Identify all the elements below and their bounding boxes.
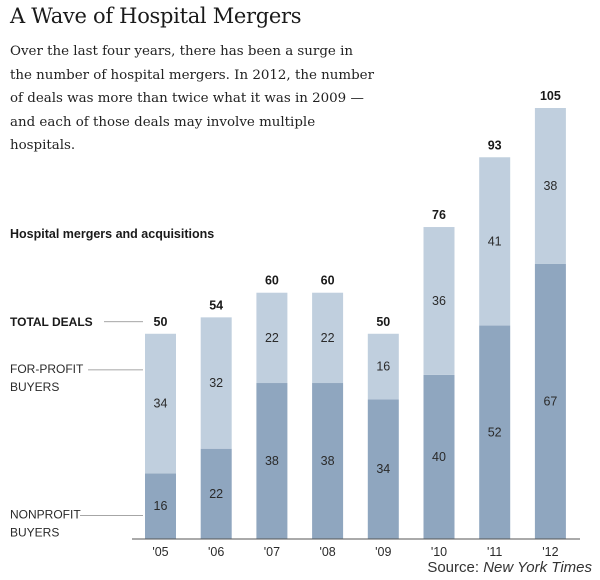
x-tick-label: '08 xyxy=(319,545,335,559)
total-value-label: 60 xyxy=(265,274,279,288)
nonprofit-value-label: 38 xyxy=(265,454,279,468)
bar-forprofit xyxy=(145,333,176,474)
total-value-label: 76 xyxy=(432,208,446,222)
forprofit-value-label: 22 xyxy=(265,331,279,345)
total-value-label: 105 xyxy=(540,89,561,103)
chart-subtitle: Hospital mergers and acquisitions xyxy=(10,227,214,241)
intro-text: Over the last four years, there has been… xyxy=(10,44,374,153)
x-tick-label: '06 xyxy=(208,545,224,559)
bar-nonprofit xyxy=(423,374,455,539)
total-value-label: 50 xyxy=(376,315,390,329)
bar-forprofit xyxy=(367,333,399,400)
nonprofit-value-label: 22 xyxy=(209,487,223,501)
bar-forprofit xyxy=(479,157,511,326)
bar-nonprofit xyxy=(479,325,511,539)
legend-nonprofit-buyers: NONPROFIT xyxy=(10,508,81,522)
bar-forprofit xyxy=(312,292,344,384)
forprofit-value-label: 36 xyxy=(432,294,446,308)
bar-forprofit xyxy=(423,227,455,375)
nonprofit-value-label: 67 xyxy=(543,394,557,408)
x-tick-label: '05 xyxy=(152,545,168,559)
legend-total-deals: TOTAL DEALS xyxy=(10,315,93,329)
nonprofit-value-label: 52 xyxy=(488,425,502,439)
bar-nonprofit xyxy=(256,383,288,539)
forprofit-value-label: 22 xyxy=(321,331,335,345)
bar-forprofit xyxy=(256,292,288,384)
nonprofit-value-label: 40 xyxy=(432,450,446,464)
legend-forprofit-buyers: BUYERS xyxy=(10,380,59,394)
x-tick-label: '12 xyxy=(542,545,558,559)
bar-nonprofit xyxy=(367,399,399,539)
bar-nonprofit xyxy=(200,448,232,539)
total-value-label: 60 xyxy=(321,274,335,288)
total-value-label: 54 xyxy=(209,298,223,312)
x-tick-label: '07 xyxy=(264,545,280,559)
forprofit-value-label: 38 xyxy=(543,179,557,193)
source-name: New York Times xyxy=(483,559,592,576)
legend-nonprofit-buyers: BUYERS xyxy=(10,526,59,540)
total-value-label: 50 xyxy=(154,315,168,329)
forprofit-value-label: 16 xyxy=(376,360,390,374)
bar-nonprofit xyxy=(145,473,176,539)
x-tick-label: '11 xyxy=(487,545,502,559)
source-note: Source: New York Times xyxy=(427,559,592,576)
legend-forprofit-buyers: FOR-PROFIT xyxy=(10,362,84,376)
bar-forprofit xyxy=(534,108,566,264)
bar-nonprofit xyxy=(312,383,344,539)
forprofit-value-label: 32 xyxy=(209,376,223,390)
nonprofit-value-label: 34 xyxy=(376,462,390,476)
nonprofit-value-label: 16 xyxy=(154,499,168,513)
nonprofit-value-label: 38 xyxy=(321,454,335,468)
forprofit-value-label: 41 xyxy=(488,234,502,248)
x-tick-label: '10 xyxy=(431,545,447,559)
total-value-label: 93 xyxy=(488,138,502,152)
x-tick-label: '09 xyxy=(375,545,391,559)
source-prefix: Source: xyxy=(427,559,480,576)
bar-nonprofit xyxy=(534,263,566,539)
forprofit-value-label: 34 xyxy=(154,397,168,411)
bar-forprofit xyxy=(200,317,232,449)
chart-title: A Wave of Hospital Mergers xyxy=(10,4,302,28)
